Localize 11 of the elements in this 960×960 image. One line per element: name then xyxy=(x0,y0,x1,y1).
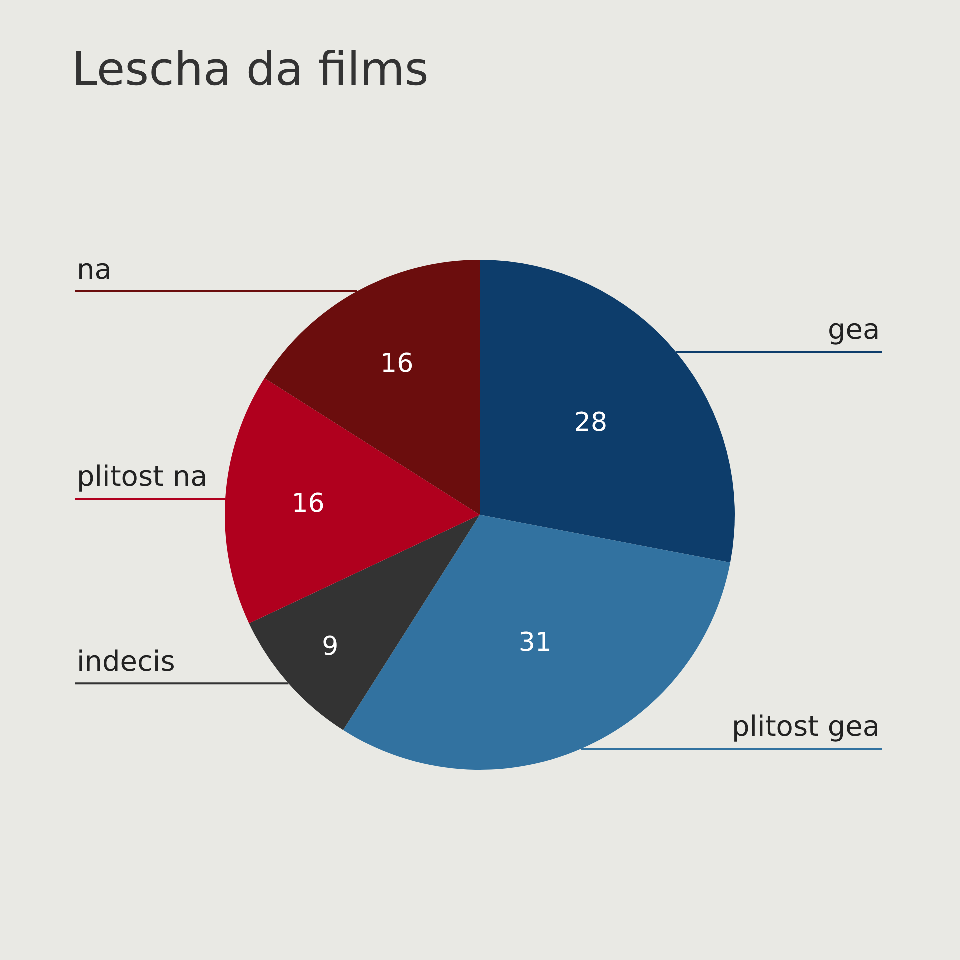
slice-label: na xyxy=(77,253,112,286)
data-label: 16 xyxy=(380,349,414,380)
data-label: 31 xyxy=(518,628,552,658)
slice-label: plitost gea xyxy=(732,710,880,743)
slice-label: gea xyxy=(828,313,880,346)
slice-label: plitost na xyxy=(77,460,208,493)
data-label: 28 xyxy=(574,408,608,438)
data-label: 9 xyxy=(322,632,339,662)
chart-title: Lescha da films xyxy=(72,42,429,96)
data-label: 16 xyxy=(292,489,325,520)
slice-label: indecis xyxy=(77,645,176,678)
